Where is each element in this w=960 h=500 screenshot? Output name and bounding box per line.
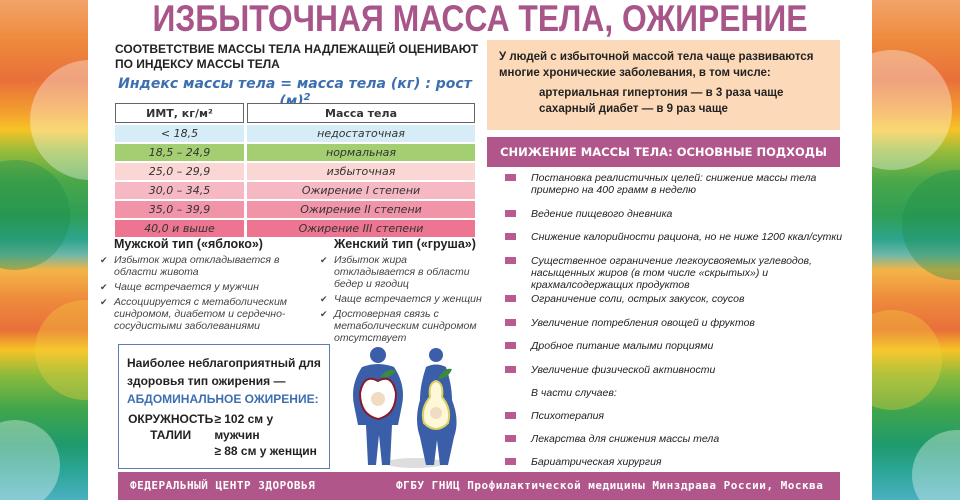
table-cell: < 18,5 bbox=[115, 125, 245, 142]
female-type-title: Женский тип («груша») bbox=[334, 237, 476, 251]
footer-right: ФГБУ ГНИЦ Профилактической медицины Минз… bbox=[396, 479, 824, 492]
table-row: 25,0 – 29,9 избыточная bbox=[115, 163, 475, 180]
list-item-text: Дробное питание малыми порциями bbox=[531, 340, 714, 352]
bullet-square-icon bbox=[505, 319, 516, 326]
list-item: Достоверная связь с метаболическим синдр… bbox=[320, 308, 485, 344]
box-highlight: АБДОМИНАЛЬНОЕ ОЖИРЕНИЕ: bbox=[127, 392, 319, 406]
approaches-header: СНИЖЕНИЕ МАССЫ ТЕЛА: ОСНОВНЫЕ ПОДХОДЫ bbox=[487, 137, 840, 167]
male-type-title: Мужской тип («яблоко») bbox=[114, 237, 263, 251]
bullet-square-icon bbox=[505, 233, 516, 240]
abdominal-obesity-box: Наиболее неблагоприятный для здоровья ти… bbox=[118, 344, 330, 469]
list-item-text: Ограничение соли, острых закусок, соусов bbox=[531, 293, 745, 305]
table-row: 40,0 и выше Ожирение III степени bbox=[115, 220, 475, 237]
list-item: Ведение пищевого дневника bbox=[505, 208, 845, 220]
list-item: Бариатрическая хирургия bbox=[505, 456, 845, 468]
table-cell: Ожирение II степени bbox=[247, 201, 475, 218]
female-type-section: Женский тип («груша») Избыток жира откла… bbox=[320, 237, 485, 347]
list-item-text: Постановка реалистичных целей: снижение … bbox=[531, 172, 817, 196]
list-item-text: Увеличение физической активности bbox=[531, 364, 716, 376]
list-item: Чаще встречается у женщин bbox=[320, 293, 485, 305]
list-item: Лекарства для снижения массы тела bbox=[505, 433, 845, 445]
bullet-square-icon bbox=[505, 412, 516, 419]
table-cell: 25,0 – 29,9 bbox=[115, 163, 245, 180]
list-item: В части случаев: bbox=[505, 387, 845, 399]
table-cell: недостаточная bbox=[247, 125, 475, 142]
list-item: Увеличение потребления овощей и фруктов bbox=[505, 317, 845, 329]
bullet-square-icon bbox=[505, 342, 516, 349]
table-row: 30,0 – 34,5 Ожирение I степени bbox=[115, 182, 475, 199]
list-item-text: Лекарства для снижения массы тела bbox=[531, 433, 720, 445]
bmi-table: ИМТ, кг/м² Масса тела < 18,5 недостаточна… bbox=[112, 101, 478, 239]
intro-text: СООТВЕТСТВИЕ МАССЫ ТЕЛА НАДЛЕЖАЩЕЙ ОЦЕНИ… bbox=[115, 42, 479, 71]
footer-bar: ФЕДЕРАЛЬНЫЙ ЦЕНТР ЗДОРОВЬЯ ФГБУ ГНИЦ Про… bbox=[118, 472, 840, 500]
table-cell: 35,0 – 39,9 bbox=[115, 201, 245, 218]
list-item-text: Существенное ограничение легкоусвояемых … bbox=[531, 255, 812, 291]
table-cell: Ожирение I степени bbox=[247, 182, 475, 199]
waist-label: ТАЛИИ bbox=[150, 428, 192, 442]
waist-women: ≥ 88 см у женщин bbox=[214, 444, 317, 458]
bullet-square-icon bbox=[505, 257, 516, 264]
box-text: Наиболее неблагоприятный для bbox=[127, 356, 321, 370]
list-item-text: Психотерапия bbox=[531, 410, 605, 422]
list-item: Избыток жира откладывается в области бед… bbox=[320, 254, 485, 290]
list-item: Дробное питание малыми порциями bbox=[505, 340, 845, 352]
list-item-text: Увеличение потребления овощей и фруктов bbox=[531, 317, 755, 329]
bullet-square-icon bbox=[505, 210, 516, 217]
disease-item: сахарный диабет — в 9 раз чаще bbox=[539, 103, 728, 115]
list-item: Увеличение физической активности bbox=[505, 364, 845, 376]
list-item: Психотерапия bbox=[505, 410, 845, 422]
decorative-side-pattern-left bbox=[0, 0, 88, 500]
disease-item: артериальная гипертония — в 3 раза чаще bbox=[539, 87, 784, 99]
table-cell: Ожирение III степени bbox=[247, 220, 475, 237]
list-item: Избыток жира откладывается в области жив… bbox=[100, 254, 312, 278]
list-item: Чаще встречается у мужчин bbox=[100, 281, 312, 293]
list-item: Снижение калорийности рациона, но не ниж… bbox=[505, 231, 845, 243]
list-item: Ассоциируется с метаболическим синдромом… bbox=[100, 296, 312, 332]
bullet-square-icon bbox=[505, 435, 516, 442]
column-header: Масса тела bbox=[247, 103, 475, 123]
male-type-section: Мужской тип («яблоко») Избыток жира откл… bbox=[100, 237, 312, 335]
footer-left: ФЕДЕРАЛЬНЫЙ ЦЕНТР ЗДОРОВЬЯ bbox=[130, 479, 316, 492]
table-cell: 18,5 – 24,9 bbox=[115, 144, 245, 161]
list-item-text: В части случаев: bbox=[531, 387, 617, 399]
pear-body-figure bbox=[417, 348, 457, 465]
table-cell: 30,0 – 34,5 bbox=[115, 182, 245, 199]
column-header: ИМТ, кг/м² bbox=[115, 103, 245, 123]
list-item-text: Бариатрическая хирургия bbox=[531, 456, 662, 468]
box-text: здоровья тип ожирения — bbox=[127, 374, 286, 388]
body-shape-illustration bbox=[353, 347, 457, 468]
table-row: 18,5 – 24,9 нормальная bbox=[115, 144, 475, 161]
decorative-side-pattern-right bbox=[872, 0, 960, 500]
table-cell: 40,0 и выше bbox=[115, 220, 245, 237]
table-row: 35,0 – 39,9 Ожирение II степени bbox=[115, 201, 475, 218]
bullet-square-icon bbox=[505, 366, 516, 373]
table-row: < 18,5 недостаточная bbox=[115, 125, 475, 142]
waist-men: ≥ 102 см у мужчин bbox=[214, 412, 274, 442]
bullet-square-icon bbox=[505, 295, 516, 302]
list-item: Постановка реалистичных целей: снижение … bbox=[505, 172, 845, 196]
list-item-text: Ведение пищевого дневника bbox=[531, 208, 673, 220]
diseases-box: У людей с избыточной массой тела чаще ра… bbox=[487, 40, 840, 130]
waist-label: ОКРУЖНОСТЬ bbox=[128, 412, 214, 426]
list-item: Существенное ограничение легкоусвояемых … bbox=[505, 255, 845, 291]
list-item-text: Снижение калорийности рациона, но не ниж… bbox=[531, 231, 843, 243]
bullet-square-icon bbox=[505, 458, 516, 465]
table-cell: избыточная bbox=[247, 163, 475, 180]
list-item: Ограничение соли, острых закусок, соусов bbox=[505, 293, 845, 305]
diseases-text: У людей с избыточной массой тела чаще ра… bbox=[499, 51, 814, 79]
table-cell: нормальная bbox=[247, 144, 475, 161]
bullet-square-icon bbox=[505, 174, 516, 181]
page-title: ИЗБЫТОЧНАЯ МАССА ТЕЛА, ОЖИРЕНИЕ bbox=[152, 0, 808, 39]
